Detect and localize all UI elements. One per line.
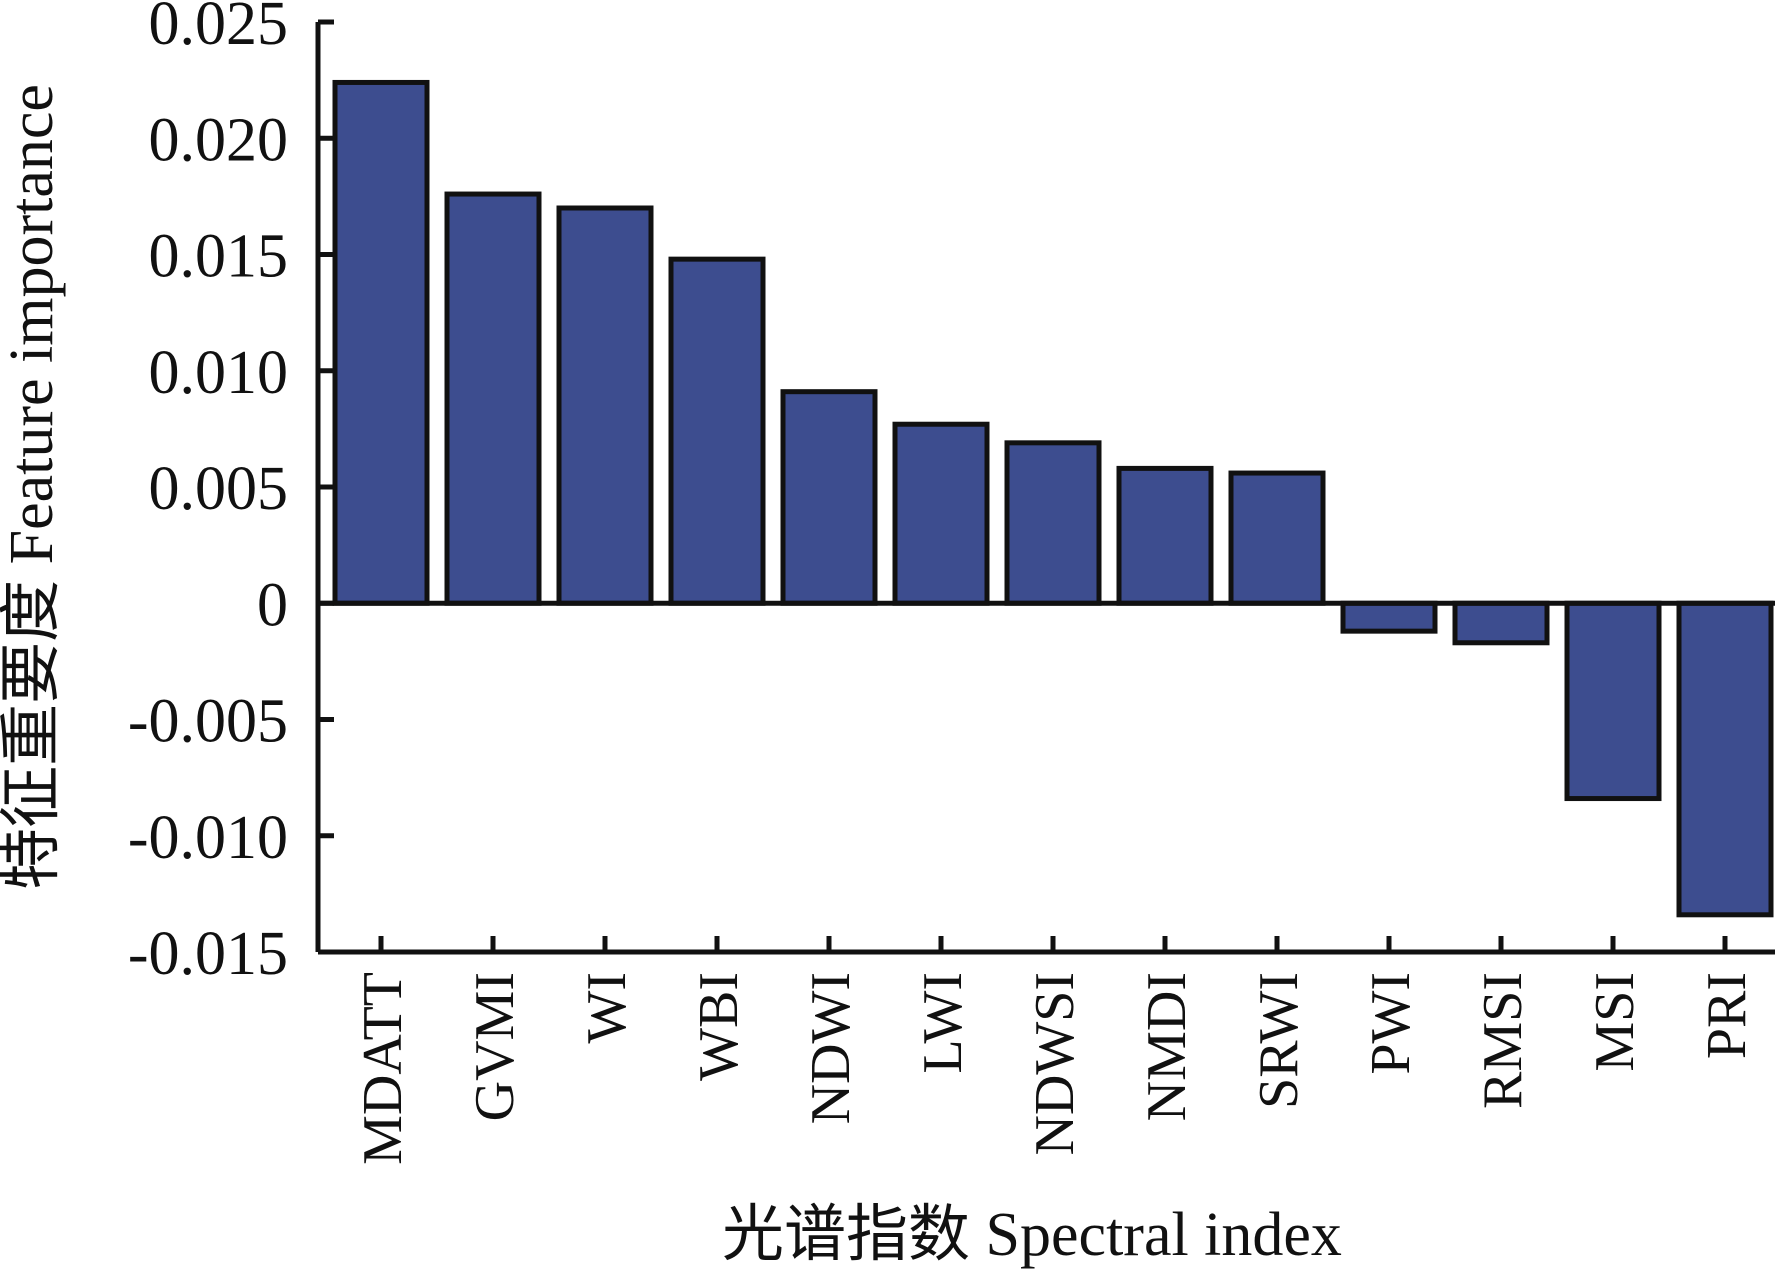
x-ticks-group: MDATT GVMI WI WBI NDWI LWI NDWSI NMDI SRWI PWI RMS… <box>352 936 1758 1165</box>
bar-pri <box>1676 600 1774 918</box>
x-tick-label-ndwsi: NDWSI <box>1024 972 1086 1156</box>
bars-group <box>332 79 1774 918</box>
x-tick-label-rmsi: RMSI <box>1472 972 1534 1109</box>
y-tick-label: 0.025 <box>149 0 289 58</box>
y-tick-label: 0.005 <box>149 455 289 523</box>
y-ticks-group: 0.025 0.020 0.015 0.010 0.005 0 -0.005 -0.010 -0… <box>128 0 334 988</box>
x-tick-label-nmdi: NMDI <box>1136 972 1198 1121</box>
x-tick-label-ndwi: NDWI <box>800 972 862 1124</box>
x-tick-label-lwi: LWI <box>912 972 974 1074</box>
bar-rmsi <box>1452 600 1550 646</box>
bar-ndwi <box>780 389 878 606</box>
x-tick-label-mdatt: MDATT <box>352 972 414 1165</box>
bar-ndwsi <box>1004 440 1102 606</box>
y-tick-label: 0 <box>257 571 288 639</box>
y-axis-title: 特征重要度 Feature importance <box>0 84 66 890</box>
x-tick-label-wbi: WBI <box>688 972 750 1081</box>
y-tick-label: -0.010 <box>128 804 288 872</box>
bar-pwi <box>1340 600 1438 634</box>
bar-gvmi <box>444 191 542 606</box>
x-tick-label-pri: PRI <box>1696 972 1758 1059</box>
x-tick-label-msi: MSI <box>1584 972 1646 1072</box>
bar-wi <box>556 205 654 606</box>
x-tick-label-gvmi: GVMI <box>464 972 526 1121</box>
bar-wbi <box>668 256 766 606</box>
bar-mdatt <box>332 79 430 606</box>
bar-lwi <box>892 421 990 606</box>
y-tick-label: -0.005 <box>128 688 288 756</box>
x-tick-label-pwi: PWI <box>1360 972 1422 1075</box>
y-tick-label: 0.020 <box>149 106 289 174</box>
y-tick-label: 0.015 <box>149 223 289 291</box>
bar-msi <box>1564 600 1662 802</box>
x-tick-label-wi: WI <box>576 972 638 1044</box>
bar-srwi <box>1228 470 1326 606</box>
y-tick-label: -0.015 <box>128 920 288 988</box>
x-tick-label-srwi: SRWI <box>1248 972 1310 1109</box>
x-axis-title: 光谱指数 Spectral index <box>722 1201 1342 1269</box>
bar-nmdi <box>1116 465 1214 606</box>
y-tick-label: 0.010 <box>149 339 289 407</box>
